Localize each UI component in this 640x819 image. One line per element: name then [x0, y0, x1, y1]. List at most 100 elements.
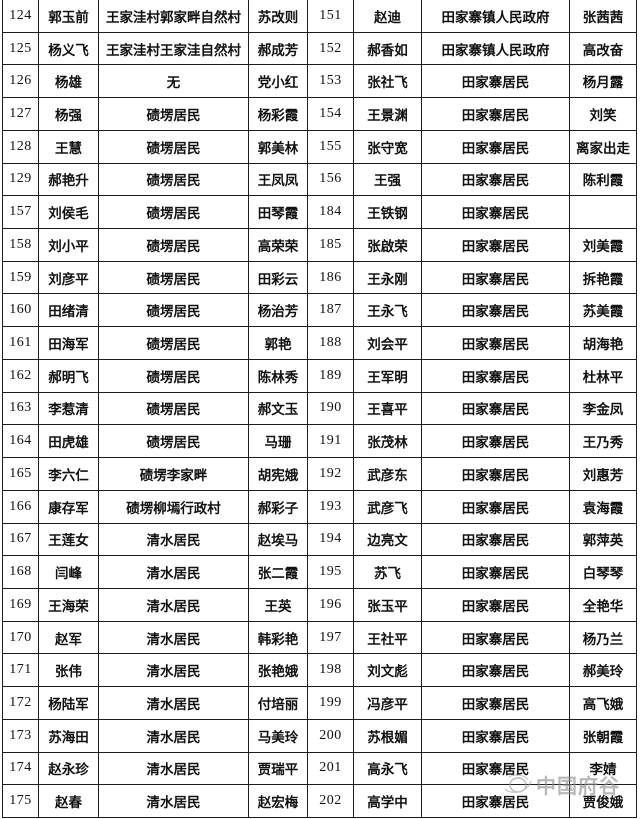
cell-affiliation-left: 清水居民: [98, 587, 249, 622]
cell-affiliation-right: 田家寨居民: [421, 129, 570, 164]
cell-spouse-name-left: 郭艳: [248, 326, 308, 360]
cell-spouse-name-right: 刘惠芳: [569, 457, 637, 491]
cell-person-name-left: 郝明飞: [38, 358, 99, 393]
cell-person-name-right: 王强: [353, 162, 422, 197]
cell-spouse-name-right: 张茜茜: [569, 0, 637, 33]
cell-affiliation-left: 碛塄居民: [98, 162, 249, 197]
cell-person-name-left: 刘侯毛: [38, 195, 99, 230]
cell-affiliation-right: 田家寨居民: [421, 555, 570, 589]
cell-affiliation-right: 田家寨居民: [421, 522, 570, 557]
cell-spouse-name-left: 田彩云: [248, 260, 308, 295]
cell-affiliation-left: 王家洼村郭家畔自然村: [98, 0, 249, 33]
cell-person-name-left: 刘小平: [38, 228, 99, 262]
table-row: 172 杨陆军 清水居民 付培丽 199 冯彦平 田家寨居民 高飞娥: [2, 686, 637, 720]
cell-affiliation-right: 田家寨居民: [421, 195, 570, 230]
cell-row-number-left: 168: [2, 555, 39, 589]
cell-affiliation-left: 碛塄柳墕行政村: [98, 489, 249, 524]
cell-spouse-name-right: 郭萍英: [569, 522, 637, 557]
cell-affiliation-left: 清水居民: [98, 653, 249, 688]
cell-affiliation-right: 田家寨居民: [421, 424, 570, 459]
cell-spouse-name-right: 苏美霞: [569, 293, 637, 328]
cell-row-number-left: 158: [2, 228, 39, 262]
cell-person-name-right: 郝香如: [353, 31, 422, 66]
cell-person-name-right: 刘会平: [353, 326, 422, 360]
cell-affiliation-right: 田家寨居民: [421, 358, 570, 393]
cell-person-name-right: 王铁钢: [353, 195, 422, 230]
cell-row-number-right: 187: [307, 293, 354, 328]
cell-affiliation-right: 田家寨居民: [421, 686, 570, 720]
cell-affiliation-left: 清水居民: [98, 620, 249, 655]
cell-affiliation-right: 田家寨居民: [421, 718, 570, 753]
cell-affiliation-right: 田家寨居民: [421, 620, 570, 655]
cell-row-number-right: 155: [307, 129, 354, 164]
cell-person-name-left: 王海荣: [38, 587, 99, 622]
cell-spouse-name-right: 离家出走: [569, 129, 637, 164]
cell-row-number-left: 159: [2, 260, 39, 295]
cell-spouse-name-right: 李婧: [569, 751, 637, 786]
table-row: 158 刘小平 碛塄居民 高荣荣 185 张啟荣 田家寨居民 刘美霞: [2, 228, 637, 262]
table-row: 165 李六仁 碛塄李家畔 胡宪娥 192 武彦东 田家寨居民 刘惠芳: [2, 457, 637, 491]
cell-spouse-name-right: 李金凤: [569, 391, 637, 426]
cell-row-number-left: 169: [2, 587, 39, 622]
cell-affiliation-right: 田家寨居民: [421, 391, 570, 426]
cell-person-name-left: 王慧: [38, 129, 99, 164]
cell-row-number-right: 184: [307, 195, 354, 230]
cell-affiliation-left: 碛塄居民: [98, 129, 249, 164]
cell-affiliation-left: 清水居民: [98, 686, 249, 720]
table-row: 161 田海军 碛塄居民 郭艳 188 刘会平 田家寨居民 胡海艳: [2, 326, 637, 360]
cell-row-number-right: 195: [307, 555, 354, 589]
cell-person-name-right: 高永飞: [353, 751, 422, 786]
cell-row-number-left: 175: [2, 784, 39, 818]
table-row: 127 杨强 碛塄居民 杨彩霞 154 王景渊 田家寨居民 刘笑: [2, 97, 637, 131]
table-row: 157 刘侯毛 碛塄居民 田琴霞 184 王铁钢 田家寨居民: [2, 195, 637, 230]
cell-row-number-right: 153: [307, 64, 354, 99]
cell-spouse-name-right: 张朝霞: [569, 718, 637, 753]
cell-spouse-name-left: 付培丽: [248, 686, 308, 720]
cell-row-number-left: 173: [2, 718, 39, 753]
cell-affiliation-right: 田家寨居民: [421, 228, 570, 262]
cell-affiliation-right: 田家寨居民: [421, 489, 570, 524]
cell-spouse-name-left: 田琴霞: [248, 195, 308, 230]
cell-affiliation-left: 清水居民: [98, 751, 249, 786]
cell-affiliation-right: 田家寨居民: [421, 457, 570, 491]
cell-row-number-left: 162: [2, 358, 39, 393]
cell-person-name-left: 杨义飞: [38, 31, 99, 66]
cell-person-name-left: 李惹清: [38, 391, 99, 426]
cell-row-number-right: 196: [307, 587, 354, 622]
cell-spouse-name-right: 贾俊娥: [569, 784, 637, 818]
cell-spouse-name-right: 白琴琴: [569, 555, 637, 589]
cell-spouse-name-right: 杨月露: [569, 64, 637, 99]
cell-person-name-right: 高学中: [353, 784, 422, 818]
cell-spouse-name-right: 高飞娥: [569, 686, 637, 720]
cell-person-name-right: 武彦飞: [353, 489, 422, 524]
cell-affiliation-left: 碛塄居民: [98, 228, 249, 262]
cell-person-name-right: 武彦东: [353, 457, 422, 491]
cell-person-name-left: 杨强: [38, 97, 99, 131]
cell-person-name-right: 张啟荣: [353, 228, 422, 262]
cell-affiliation-right: 田家寨镇人民政府: [421, 31, 570, 66]
cell-spouse-name-left: 贾瑞平: [248, 751, 308, 786]
cell-affiliation-right: 田家寨居民: [421, 326, 570, 360]
cell-spouse-name-left: 郝彩子: [248, 489, 308, 524]
cell-spouse-name-left: 赵埃马: [248, 522, 308, 557]
cell-person-name-right: 张社飞: [353, 64, 422, 99]
table-row: 166 康存军 碛塄柳墕行政村 郝彩子 193 武彦飞 田家寨居民 袁海霞: [2, 489, 637, 524]
cell-row-number-right: 200: [307, 718, 354, 753]
cell-row-number-left: 174: [2, 751, 39, 786]
cell-spouse-name-left: 王凤凤: [248, 162, 308, 197]
cell-spouse-name-right: 刘笑: [569, 97, 637, 131]
cell-row-number-right: 188: [307, 326, 354, 360]
cell-affiliation-left: 清水居民: [98, 718, 249, 753]
table-row: 124 郭玉前 王家洼村郭家畔自然村 苏改则 151 赵迪 田家寨镇人民政府 张茜茜: [2, 0, 637, 33]
cell-row-number-right: 192: [307, 457, 354, 491]
cell-row-number-right: 193: [307, 489, 354, 524]
cell-row-number-left: 165: [2, 457, 39, 491]
cell-affiliation-left: 清水居民: [98, 522, 249, 557]
cell-row-number-right: 201: [307, 751, 354, 786]
cell-affiliation-right: 田家寨居民: [421, 260, 570, 295]
cell-person-name-right: 王景渊: [353, 97, 422, 131]
cell-spouse-name-left: 胡宪娥: [248, 457, 308, 491]
cell-spouse-name-right: 杨乃兰: [569, 620, 637, 655]
cell-spouse-name-left: 郭美林: [248, 129, 308, 164]
